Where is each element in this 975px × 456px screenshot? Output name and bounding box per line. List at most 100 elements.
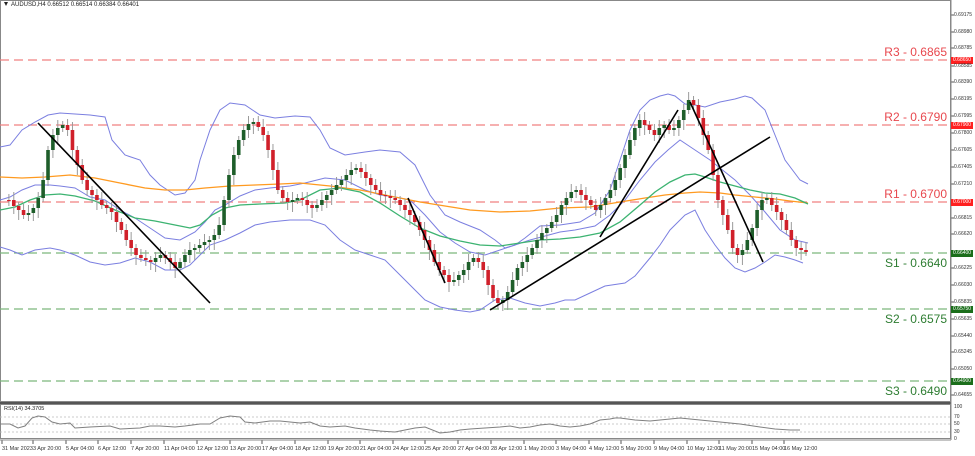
bull-candle [633,128,637,140]
price-tick-label: 0.66225 [954,265,973,271]
r1-price-tag: 0.67000 [951,199,974,206]
time-tick-label: 31 Mar 2023 [2,446,33,452]
time-tick-label: 10 May 12:00 [687,446,721,452]
bull-candle [681,110,686,120]
bull-candle [188,250,192,255]
bull-candle [662,125,666,128]
price-tick-label: 0.65050 [954,366,973,372]
bear-candle [65,125,70,130]
bull-candle [608,190,613,198]
bear-candle [90,190,94,195]
collapse-triangle-icon[interactable] [4,2,8,7]
bear-candle [364,172,368,178]
bear-candle [774,205,779,212]
bear-candle [701,118,706,135]
bear-candle [393,198,398,200]
bull-candle [637,120,642,128]
uptrend-line-steep[interactable] [599,109,679,238]
bear-candle [388,196,393,198]
bull-candle [349,170,354,175]
rsi-line [0,415,800,434]
bear-candle [173,262,177,268]
bull-candle [202,242,207,245]
time-tick-label: 25 Apr 20:00 [425,446,457,452]
bear-candle [373,185,378,190]
bull-candle [192,248,197,250]
time-tick-label: 24 Apr 12:00 [393,446,425,452]
bear-candle [496,298,500,303]
bull-candle [760,200,764,210]
bull-candle [329,190,334,195]
bull-candle [628,140,632,155]
bull-candle [540,233,544,240]
bull-candle [344,175,349,180]
bull-candle [564,198,569,205]
support-lines [0,252,951,382]
bear-candle [119,222,124,230]
bear-candle [276,170,280,190]
uptrend-line-long[interactable] [489,136,771,311]
bear-candle [491,285,495,298]
bear-candle [280,190,285,198]
bull-candle [324,195,329,200]
price-tick-label: 0.65635 [954,316,973,322]
bull-candle [461,270,466,275]
bear-candle [114,212,119,222]
time-tick-label: 19 Apr 20:00 [328,446,360,452]
bear-candle [735,248,740,255]
bear-candle [696,105,701,118]
price-tick-label: 0.67800 [954,130,973,136]
time-tick-label: 16 May 12:00 [784,446,818,452]
bull-candle [36,198,41,208]
bull-candle [334,185,339,190]
r3-label: R3 - 0.6865 [884,45,947,59]
bear-candle [584,195,588,200]
time-tick-label: 18 Apr 12:00 [295,446,327,452]
bear-candle [647,125,652,130]
bull-candle [672,128,676,130]
rsi-level-0: 0 [954,436,957,442]
downtrend-line-2[interactable] [407,197,446,284]
bear-candle [359,168,363,172]
bull-candle [207,240,212,242]
bull-candle [178,262,182,268]
bull-candle [158,255,163,258]
s2-label: S2 - 0.6575 [884,312,947,326]
bull-candle [41,180,45,198]
bear-candle [124,230,129,240]
bear-candle [794,240,799,248]
bear-candle [667,125,671,130]
time-tick-label: 17 Apr 04:00 [262,446,294,452]
bear-candle [104,205,109,208]
bear-candle [109,208,114,212]
bull-candle [686,100,691,110]
bear-candle [21,210,26,215]
bull-candle [241,130,246,140]
bull-candle [740,250,745,255]
bull-candle [520,262,525,268]
bull-candle [31,208,36,213]
bear-candle [80,165,85,180]
bear-candle [716,175,720,200]
bear-candle [476,258,481,262]
bear-candle [129,240,133,248]
price-tick-label: 0.68195 [954,96,973,102]
downtrend-line-1[interactable] [37,122,211,304]
price-tick-label: 0.65835 [954,299,973,305]
bull-candle [535,240,539,248]
bear-candle [310,205,314,208]
bear-candle [408,210,412,215]
bull-candle [598,205,603,210]
price-tick-label: 0.68785 [954,45,973,51]
bull-candle [51,135,55,150]
bull-candle [603,198,608,205]
bull-candle [618,168,622,180]
bull-candle [232,155,236,175]
r3-price-tag: 0.68650 [951,57,974,64]
downtrend-line-3[interactable] [689,101,764,263]
bull-candle [623,155,627,168]
bear-candle [447,275,451,282]
bear-candle [691,100,696,105]
time-tick-label: 21 Apr 04:00 [360,446,392,452]
bear-candle [412,215,417,222]
